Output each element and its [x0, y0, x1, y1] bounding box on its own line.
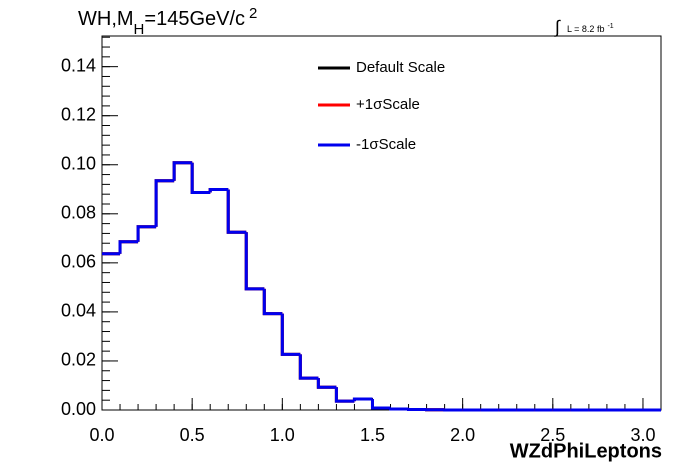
- x-tick-label: 1.0: [270, 425, 295, 445]
- histogram-bin: [226, 189, 247, 234]
- x-tick-label: 0.5: [180, 425, 205, 445]
- y-tick-label: 0.14: [61, 55, 96, 75]
- x-tick-label: 2.5: [540, 425, 565, 445]
- histogram-bin: [154, 179, 175, 227]
- histogram-bin: [190, 162, 211, 194]
- legend-label: +1σScale: [356, 96, 420, 113]
- histogram-bin: [172, 161, 193, 181]
- title-text: =145GeV/c: [144, 8, 245, 30]
- histogram-bin: [208, 188, 229, 193]
- y-tick-label: 0.10: [61, 154, 96, 174]
- x-axis-label: WZdPhiLeptons: [510, 440, 662, 462]
- histogram-bin: [316, 378, 337, 389]
- histogram-bin: [370, 398, 391, 410]
- legend-label: Default Scale: [356, 59, 445, 76]
- title-sub: H: [134, 21, 145, 38]
- x-tick-label: 3.0: [630, 425, 655, 445]
- y-tick-label: 0.04: [61, 301, 96, 321]
- legend-label: -1σScale: [356, 136, 416, 153]
- x-tick-label: 2.0: [450, 425, 475, 445]
- legend: Default Scale +1σScale -1σScale: [318, 59, 445, 153]
- histogram-bin: [352, 397, 373, 402]
- lumi-value: L = 8.2 fb: [567, 24, 604, 34]
- y-tick-label: 0.06: [61, 252, 96, 272]
- title-sup: 2: [249, 5, 257, 22]
- histogram-bin: [389, 407, 409, 411]
- y-tick-label: 0.02: [61, 350, 96, 370]
- histogram-bin: [262, 288, 283, 316]
- frame: [101, 35, 662, 411]
- histogram-bin: [298, 354, 319, 380]
- y-tick-label: 0.00: [61, 399, 96, 419]
- lumi-text: L = 8.2 fb -1: [567, 23, 614, 35]
- x-tick-label: 1.5: [360, 425, 385, 445]
- chart-title: WH,MH=145GeV/c 2: [78, 5, 257, 38]
- x-tick-label: 0.0: [89, 425, 114, 445]
- histogram-bin: [136, 225, 157, 242]
- y-tick-label: 0.12: [61, 104, 96, 124]
- histogram-bin: [334, 387, 355, 403]
- histogram-bin: [280, 313, 301, 356]
- lumi-integral: ∫: [553, 17, 561, 37]
- histogram-bin: [244, 232, 265, 291]
- lumi-sup: -1: [607, 23, 613, 30]
- histogram-bin: [118, 240, 139, 254]
- title-text: WH,M: [78, 8, 134, 30]
- y-tick-label: 0.08: [61, 203, 96, 223]
